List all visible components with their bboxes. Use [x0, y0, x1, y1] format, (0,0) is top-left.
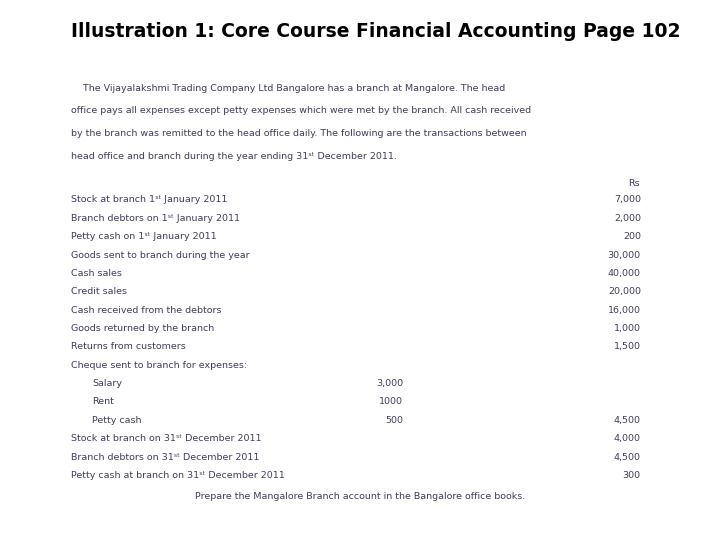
Text: 1,000: 1,000	[613, 324, 641, 333]
Text: Stock at branch 1ˢᵗ January 2011: Stock at branch 1ˢᵗ January 2011	[71, 195, 227, 205]
Text: 16,000: 16,000	[608, 306, 641, 315]
Text: 20,000: 20,000	[608, 287, 641, 296]
Text: Branch debtors on 31ˢᵗ December 2011: Branch debtors on 31ˢᵗ December 2011	[71, 453, 259, 462]
Text: Returns from customers: Returns from customers	[71, 342, 185, 352]
Text: 30,000: 30,000	[608, 251, 641, 260]
Text: Branch debtors on 1ˢᵗ January 2011: Branch debtors on 1ˢᵗ January 2011	[71, 214, 240, 223]
Text: by the branch was remitted to the head office daily. The following are the trans: by the branch was remitted to the head o…	[71, 129, 526, 138]
Text: office pays all expenses except petty expenses which were met by the branch. All: office pays all expenses except petty ex…	[71, 106, 531, 116]
Text: 2,000: 2,000	[613, 214, 641, 223]
Text: Cheque sent to branch for expenses:: Cheque sent to branch for expenses:	[71, 361, 247, 370]
Text: 3,000: 3,000	[376, 379, 403, 388]
Text: Stock at branch on 31ˢᵗ December 2011: Stock at branch on 31ˢᵗ December 2011	[71, 434, 261, 443]
Text: Goods returned by the branch: Goods returned by the branch	[71, 324, 214, 333]
Text: Illustration 1: Core Course Financial Accounting Page 102: Illustration 1: Core Course Financial Ac…	[71, 22, 680, 40]
Text: 4,500: 4,500	[613, 416, 641, 425]
Text: 500: 500	[385, 416, 403, 425]
Text: 40,000: 40,000	[608, 269, 641, 278]
Text: 4,000: 4,000	[613, 434, 641, 443]
Text: Salary: Salary	[92, 379, 122, 388]
Text: The Vijayalakshmi Trading Company Ltd Bangalore has a branch at Mangalore. The h: The Vijayalakshmi Trading Company Ltd Ba…	[71, 84, 505, 93]
Text: 300: 300	[623, 471, 641, 480]
Text: Credit sales: Credit sales	[71, 287, 127, 296]
Text: 1,500: 1,500	[613, 342, 641, 352]
Text: Petty cash at branch on 31ˢᵗ December 2011: Petty cash at branch on 31ˢᵗ December 20…	[71, 471, 284, 480]
Text: Rent: Rent	[92, 397, 114, 407]
Text: 1000: 1000	[379, 397, 403, 407]
Text: Goods sent to branch during the year: Goods sent to branch during the year	[71, 251, 249, 260]
Text: Cash received from the debtors: Cash received from the debtors	[71, 306, 221, 315]
Text: Cash sales: Cash sales	[71, 269, 122, 278]
Text: Rs: Rs	[628, 179, 639, 188]
Text: 7,000: 7,000	[613, 195, 641, 205]
Text: 4,500: 4,500	[613, 453, 641, 462]
Text: Prepare the Mangalore Branch account in the Bangalore office books.: Prepare the Mangalore Branch account in …	[195, 492, 525, 501]
Text: head office and branch during the year ending 31ˢᵗ December 2011.: head office and branch during the year e…	[71, 152, 397, 161]
Text: Petty cash: Petty cash	[92, 416, 142, 425]
Text: 200: 200	[623, 232, 641, 241]
Text: Petty cash on 1ˢᵗ January 2011: Petty cash on 1ˢᵗ January 2011	[71, 232, 216, 241]
